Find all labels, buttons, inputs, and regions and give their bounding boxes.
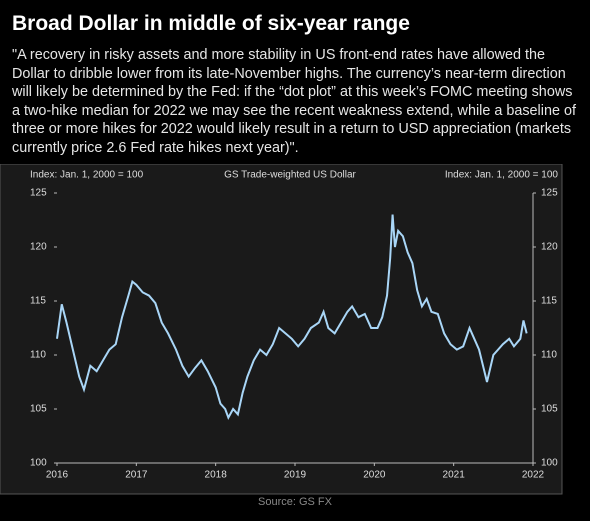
y2-tick-label: 125 (541, 188, 558, 199)
data-line (56, 214, 528, 421)
y2-tick-label: 115 (541, 296, 557, 307)
y2-tick-label: 120 (541, 242, 558, 253)
y2-tick-label: 110 (541, 350, 557, 361)
y-tick-label: 105 (30, 404, 47, 415)
y2-tick-label: 105 (541, 404, 558, 415)
x-tick-label: 2022 (522, 470, 545, 481)
chart-title: GS Trade-weighted US Dollar (224, 170, 356, 181)
y-tick-label: 110 (30, 350, 46, 361)
x-tick-label: 2020 (363, 470, 386, 481)
y2-axis-label: Index: Jan. 1, 2000 = 100 (445, 170, 559, 181)
x-tick-label: 2018 (205, 470, 228, 481)
y-tick-label: 120 (30, 242, 47, 253)
y-tick-label: 115 (30, 296, 46, 307)
y2-tick-label: 100 (541, 458, 558, 469)
quote: "A recovery in risky assets and more sta… (12, 47, 576, 156)
x-tick-label: 2016 (46, 470, 69, 481)
chart: Index: Jan. 1, 2000 = 100 GS Trade-weigh… (0, 164, 563, 508)
y-tick-label: 100 (30, 458, 47, 469)
x-tick-label: 2017 (125, 470, 148, 481)
headline: Broad Dollar in middle of six-year range (12, 12, 410, 35)
source: Source: GS FX (258, 496, 333, 508)
y-axis-label: Index: Jan. 1, 2000 = 100 (30, 170, 144, 181)
y-tick-label: 125 (30, 188, 47, 199)
x-tick-label: 2019 (284, 470, 307, 481)
x-tick-label: 2021 (443, 470, 466, 481)
